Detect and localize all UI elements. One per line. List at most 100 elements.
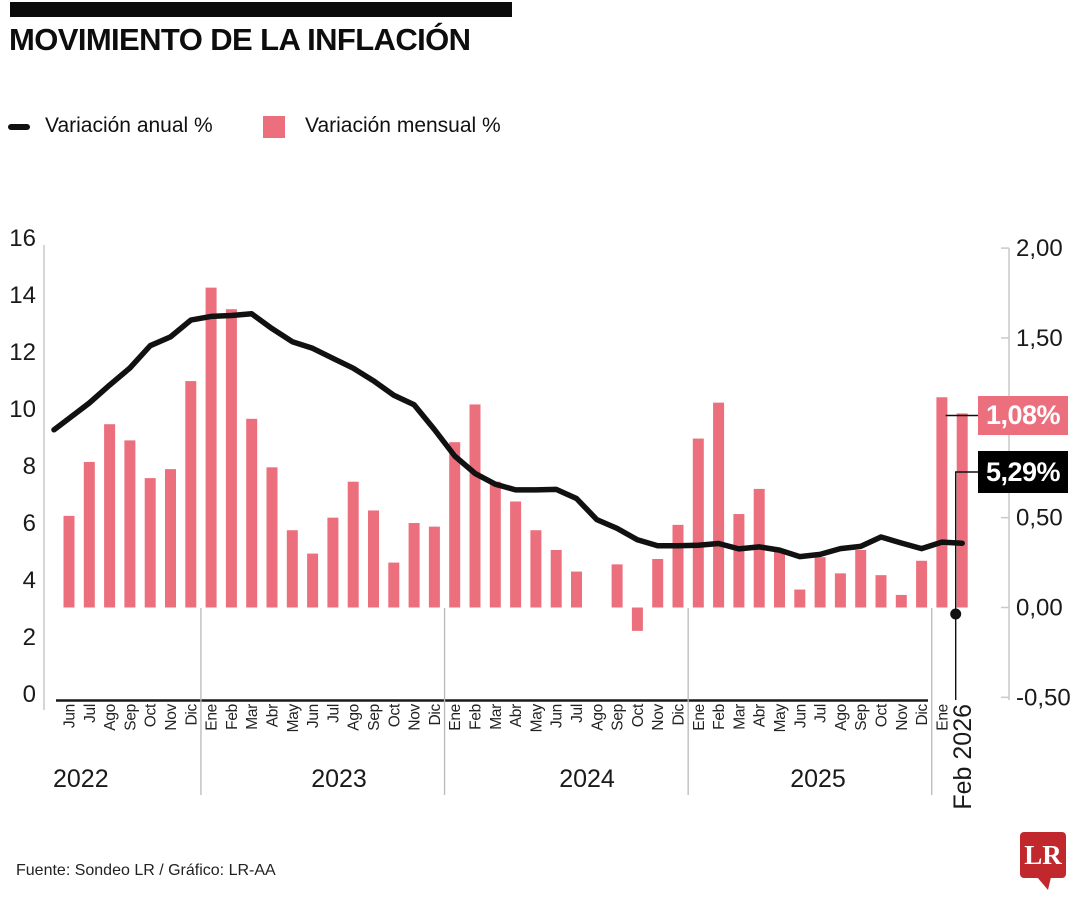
legend-label-annual: Variación anual %: [45, 114, 213, 137]
month-label: Ene: [447, 704, 464, 731]
lr-logo: LR: [1020, 832, 1066, 890]
month-label: Jul: [813, 704, 830, 723]
bar-Sep-27: [611, 564, 623, 608]
bar-Dic-18: [428, 526, 440, 608]
month-label: Jun: [549, 704, 566, 728]
right-axis-tick-label: 0,00: [1016, 595, 1063, 622]
bar-Mar-21: [489, 481, 501, 608]
bar-Ago-2: [104, 424, 116, 608]
bar-Sep-39: [855, 549, 867, 608]
bar-Jul-1: [83, 461, 95, 608]
right-axis-tick-label: 0,50: [1016, 505, 1063, 532]
month-label: Nov: [163, 703, 180, 730]
bar-Sep-15: [368, 510, 379, 608]
bar-Oct-28: [631, 607, 643, 631]
bar-Oct-4: [144, 478, 156, 608]
annual-value-label: 5,29%: [985, 456, 1061, 487]
right-axis-tick-label: -0,50: [1016, 684, 1071, 711]
bar-Abr-22: [510, 501, 522, 608]
annual-callout-dot: [950, 608, 962, 620]
bar-Jun-24: [550, 549, 562, 608]
right-axis-tick-label: 1,50: [1016, 325, 1063, 352]
month-label: Jun: [62, 704, 79, 728]
month-label: Jun: [792, 704, 809, 728]
month-label: Oct: [874, 703, 891, 727]
month-label: Abr: [508, 704, 525, 727]
month-label: Sep: [610, 704, 627, 731]
month-label: Abr: [265, 704, 282, 727]
left-axis-tick-label: 4: [23, 567, 36, 594]
bar-Dic-42: [916, 560, 928, 608]
callout-annual-value: 5,29%: [978, 451, 1068, 493]
annual-callout-connector: [955, 471, 978, 700]
year-label-2023: 2023: [311, 765, 367, 793]
month-label: Sep: [366, 704, 383, 731]
month-label: Ene: [204, 704, 221, 731]
month-label: Ago: [589, 704, 606, 731]
month-label: Ago: [833, 704, 850, 731]
month-label: Jun: [305, 704, 322, 728]
month-label: Sep: [853, 704, 870, 731]
month-label: Ene: [934, 704, 951, 731]
month-label: Mar: [244, 704, 261, 730]
left-axis-tick-label: 6: [23, 510, 36, 537]
bar-Feb-8: [225, 309, 237, 608]
month-label: Feb: [711, 704, 728, 730]
bar-Nov-41: [895, 594, 907, 608]
year-label-2022: 2022: [53, 765, 109, 793]
month-label: Feb: [224, 704, 241, 730]
bar-Jul-25: [571, 571, 582, 608]
bar-Feb-20: [469, 404, 481, 608]
month-label: Feb: [468, 704, 485, 730]
bar-Feb-32: [713, 402, 725, 608]
month-label: Dic: [427, 703, 444, 725]
bar-Nov-29: [652, 558, 664, 608]
month-label: Ene: [691, 704, 708, 731]
month-label: Nov: [650, 703, 667, 730]
bar-Jul-13: [327, 517, 339, 608]
bar-Ago-38: [834, 573, 846, 608]
annual-line-swatch: [8, 124, 30, 130]
month-label: Dic: [671, 703, 688, 725]
bar-Feb-44: [956, 413, 968, 608]
month-label: Ago: [346, 704, 363, 731]
bar-Dic-30: [672, 524, 684, 608]
bar-Ene-19: [449, 442, 461, 608]
left-axis-tick-label: 16: [9, 225, 36, 252]
bar-Nov-5: [165, 469, 176, 608]
month-label: Oct: [386, 703, 403, 727]
bar-Jun-12: [307, 553, 319, 608]
bar-Mar-9: [246, 418, 258, 608]
month-label: May: [772, 703, 789, 732]
bar-Ene-7: [205, 287, 217, 608]
month-label: Abr: [752, 704, 769, 727]
bar-Jun-0: [63, 515, 75, 608]
bar-Mar-33: [733, 514, 745, 608]
month-label: Mar: [488, 704, 505, 730]
month-label: Jul: [82, 704, 99, 723]
bar-Abr-10: [266, 467, 278, 608]
bar-Oct-40: [875, 575, 887, 608]
monthly-bar-swatch: [263, 116, 285, 138]
month-label: Nov: [407, 703, 424, 730]
title-accent-bar: [10, 2, 512, 17]
year-label-2024: 2024: [559, 765, 615, 793]
bar-May-35: [774, 549, 785, 608]
bar-Oct-16: [388, 562, 400, 608]
bar-Ago-14: [347, 481, 359, 608]
left-axis-tick-label: 8: [23, 453, 36, 480]
month-label: Dic: [914, 703, 931, 725]
bar-Dic-6: [185, 381, 197, 608]
right-axis-tick-label: 2,00: [1016, 235, 1063, 262]
left-axis-tick-label: 14: [9, 282, 36, 309]
bar-Jun-36: [794, 589, 806, 608]
bar-Ene-31: [692, 438, 704, 608]
month-label: Nov: [894, 703, 911, 730]
month-label: Sep: [122, 704, 139, 731]
legend-label-monthly: Variación mensual %: [305, 114, 501, 137]
bar-May-23: [530, 530, 542, 608]
bar-Nov-17: [408, 523, 420, 608]
month-label: Dic: [183, 703, 200, 725]
